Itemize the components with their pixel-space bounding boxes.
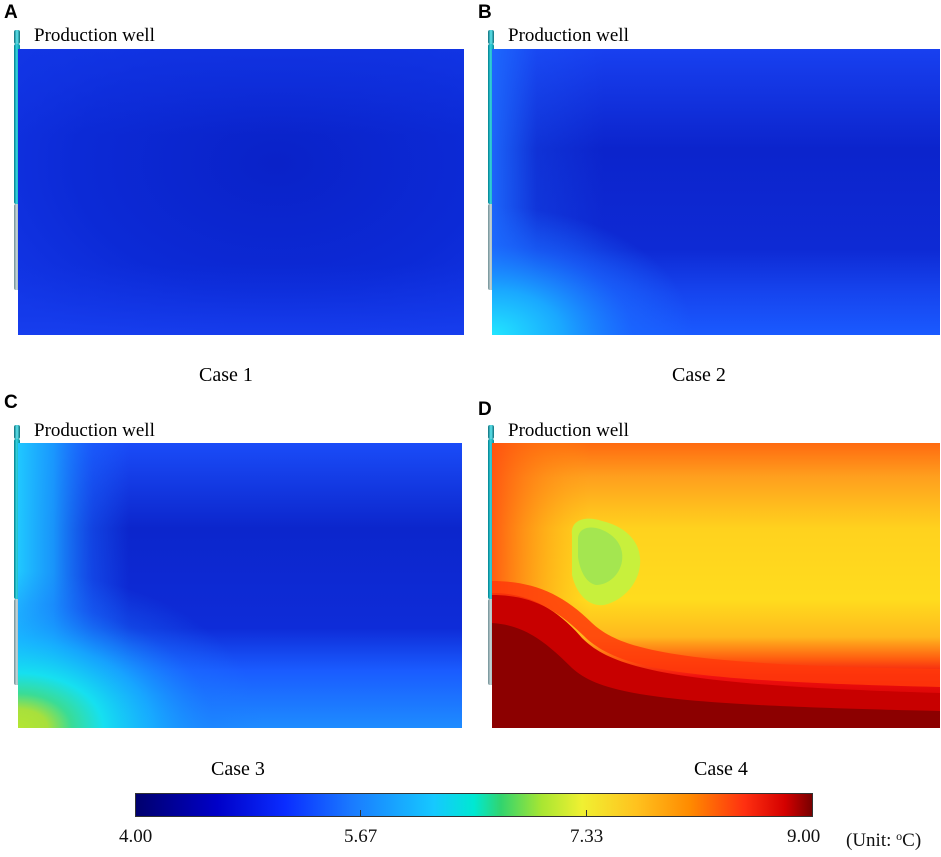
production-well-upper-section-icon <box>488 44 494 204</box>
production-well-label: Production well <box>34 420 155 441</box>
panel-letter-b: B <box>478 2 492 23</box>
temperature-field-case-3 <box>18 443 462 728</box>
case-3-label: Case 3 <box>211 758 265 780</box>
temperature-field-case-4 <box>492 443 940 728</box>
colorbar-tick <box>360 810 361 817</box>
production-well-cap-icon <box>14 30 20 44</box>
production-well-cap-icon <box>488 30 494 44</box>
colorbar-unit-label: (Unit: oC) <box>846 829 922 851</box>
colorbar-tick-label-1: 5.67 <box>344 826 378 847</box>
production-well-cap-icon <box>14 425 20 439</box>
production-well-lower-section-icon <box>488 204 494 290</box>
temperature-field-case-1 <box>18 49 464 335</box>
case-4-label: Case 4 <box>694 758 748 780</box>
production-well-label: Production well <box>34 25 155 46</box>
production-well-upper-section-icon <box>488 439 494 599</box>
production-well-label: Production well <box>508 25 629 46</box>
production-well-lower-section-icon <box>14 599 20 685</box>
colorbar-tick <box>586 810 587 817</box>
production-well-lower-section-icon <box>488 599 494 685</box>
production-well-cap-icon <box>488 425 494 439</box>
panel-letter-c: C <box>4 392 18 413</box>
colorbar-tick-label-2: 7.33 <box>570 826 604 847</box>
panel-letter-a: A <box>4 2 18 23</box>
production-well-lower-section-icon <box>14 204 20 290</box>
colorbar-tick-label-min: 4.00 <box>119 826 153 847</box>
case-1-label: Case 1 <box>199 364 253 386</box>
panel-letter-d: D <box>478 399 492 420</box>
temperature-field-case-2 <box>492 49 940 335</box>
case-2-label: Case 2 <box>672 364 726 386</box>
colorbar-tick-label-max: 9.00 <box>787 826 821 847</box>
temperature-colorbar <box>135 793 813 817</box>
production-well-label: Production well <box>508 420 629 441</box>
production-well-upper-section-icon <box>14 44 20 204</box>
production-well-upper-section-icon <box>14 439 20 599</box>
